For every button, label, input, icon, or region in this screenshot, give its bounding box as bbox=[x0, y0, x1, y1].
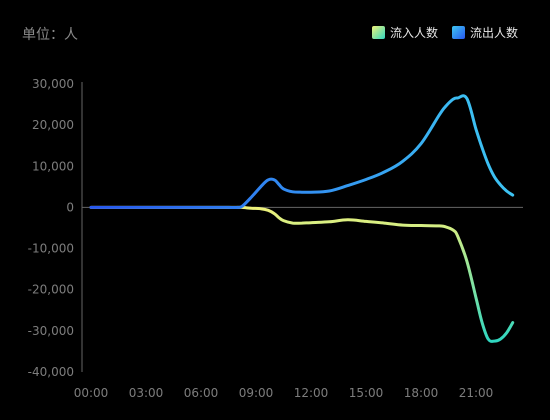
series-line-outflow bbox=[89, 94, 515, 210]
legend-item-inflow[interactable]: 流入人数 bbox=[371, 24, 438, 41]
x-tick-label: 15:00 bbox=[349, 386, 384, 400]
x-tick-label: 18:00 bbox=[404, 386, 439, 400]
x-tick-label: 06:00 bbox=[184, 386, 219, 400]
legend: 流入人数 流出人数 bbox=[371, 24, 518, 41]
series-line-inflow bbox=[89, 205, 515, 343]
y-tick-label: 20,000 bbox=[32, 118, 74, 132]
x-tick-label: 03:00 bbox=[129, 386, 164, 400]
legend-swatch-inflow bbox=[371, 26, 385, 39]
legend-item-outflow[interactable]: 流出人数 bbox=[451, 24, 518, 41]
unit-label: 单位：人 bbox=[22, 27, 78, 43]
tick-labels: 30,000 20,000 10,000 0 -10,000 -20,000 -30,000… bbox=[28, 77, 494, 400]
y-tick-label: 0 bbox=[66, 200, 74, 214]
legend-swatch-outflow bbox=[451, 26, 465, 39]
legend-label-outflow: 流出人数 bbox=[469, 26, 518, 40]
y-tick-label: 30,000 bbox=[32, 77, 74, 91]
legend-label-inflow: 流入人数 bbox=[389, 26, 438, 40]
series-lines bbox=[89, 94, 515, 343]
y-tick-label: -10,000 bbox=[28, 242, 74, 256]
y-tick-label: -20,000 bbox=[28, 283, 74, 297]
x-tick-label: 12:00 bbox=[294, 386, 329, 400]
x-tick-label: 21:00 bbox=[459, 386, 494, 400]
x-tick-label: 00:00 bbox=[74, 386, 109, 400]
y-tick-label: -30,000 bbox=[28, 324, 74, 338]
axes bbox=[81, 82, 523, 372]
x-tick-label: 09:00 bbox=[239, 386, 274, 400]
y-tick-label: -40,000 bbox=[28, 365, 74, 379]
y-tick-label: 10,000 bbox=[32, 159, 74, 173]
